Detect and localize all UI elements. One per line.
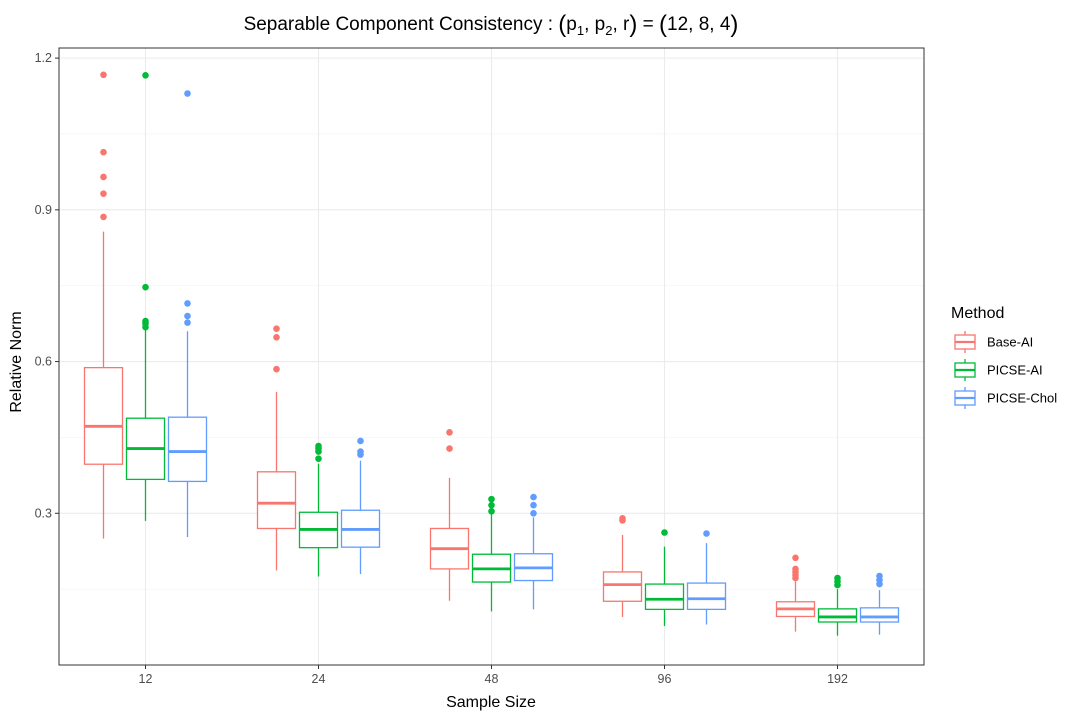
legend-title: Method <box>951 305 1004 322</box>
outlier-point <box>100 213 107 221</box>
outlier-point <box>315 442 322 450</box>
title-paren-open: ( <box>558 11 566 38</box>
box-picse-chol-12 <box>167 90 208 538</box>
outlier-point <box>530 501 537 509</box>
x-tick-label: 12 <box>139 672 153 686</box>
outlier-point <box>273 333 280 341</box>
legend: Method Base-AI PICSE-AI PICSE-Chol <box>951 305 1057 409</box>
outlier-point <box>273 365 280 373</box>
outlier-point <box>184 312 191 320</box>
box-picse-chol-24 <box>340 437 381 574</box>
y-tick-label: 0.9 <box>35 203 52 217</box>
outlier-point <box>530 493 537 501</box>
box-picse-chol-48 <box>513 493 554 610</box>
outlier-point <box>488 495 495 503</box>
legend-item-picse-chol: PICSE-Chol <box>954 387 1057 409</box>
box-picse-ai-96 <box>644 529 685 627</box>
box-iqr <box>859 607 900 623</box>
outlier-point <box>876 572 883 580</box>
outlier-point <box>792 565 799 573</box>
legend-label: PICSE-AI <box>987 363 1043 378</box>
box-picse-ai-192 <box>817 574 858 636</box>
outlier-point <box>100 190 107 197</box>
box-iqr <box>644 583 685 611</box>
box-iqr <box>686 582 727 611</box>
outlier-point <box>184 300 191 307</box>
box-base-ai-192 <box>775 554 816 632</box>
outlier-point <box>792 554 799 562</box>
box-picse-ai-12 <box>125 72 166 521</box>
legend-item-picse-ai: PICSE-AI <box>954 359 1043 381</box>
outlier-point <box>357 437 364 445</box>
box-iqr <box>83 366 124 465</box>
outlier-point <box>184 319 191 326</box>
outlier-point <box>100 173 107 181</box>
box-iqr <box>602 571 643 602</box>
axes: 0.3 0.6 0.9 1.2 12 24 48 96 192 <box>35 51 848 686</box>
outlier-point <box>315 455 322 462</box>
outlier-point <box>488 501 495 509</box>
box-picse-ai-24 <box>298 442 339 577</box>
outlier-point <box>488 507 495 515</box>
outlier-point <box>142 317 149 325</box>
outlier-point <box>530 509 537 517</box>
box-picse-ai-48 <box>471 495 512 612</box>
y-tick-label: 0.6 <box>35 355 52 369</box>
title-paren-close: ) <box>629 11 637 38</box>
box-iqr <box>167 416 208 483</box>
outlier-point <box>703 530 710 537</box>
boxes <box>83 71 900 636</box>
x-tick-label: 24 <box>312 672 326 686</box>
x-tick-label: 192 <box>827 672 848 686</box>
outlier-point <box>619 515 626 522</box>
outlier-point <box>100 148 107 156</box>
x-axis-title: Sample Size <box>446 694 536 711</box>
box-base-ai-12 <box>83 71 124 539</box>
box-picse-chol-192 <box>859 572 900 635</box>
x-tick-label: 48 <box>485 672 499 686</box>
outlier-point <box>446 429 453 436</box>
outlier-point <box>100 71 107 79</box>
outlier-point <box>661 529 668 536</box>
legend-label: Base-AI <box>987 335 1033 350</box>
box-base-ai-48 <box>429 429 470 601</box>
legend-label: PICSE-Chol <box>987 391 1057 406</box>
outlier-point <box>357 448 364 455</box>
outlier-point <box>273 325 280 332</box>
y-axis-title: Relative Norm <box>8 311 25 412</box>
outlier-point <box>184 90 191 97</box>
outlier-point <box>142 283 149 291</box>
y-tick-label: 1.2 <box>35 51 52 65</box>
outlier-point <box>446 445 453 452</box>
outlier-point <box>142 72 149 79</box>
outlier-point <box>834 574 841 582</box>
box-base-ai-24 <box>256 325 297 571</box>
chart-title: Separable Component Consistency : (p1, p… <box>244 11 739 38</box>
legend-item-base-ai: Base-AI <box>954 331 1033 353</box>
box-base-ai-96 <box>602 515 643 617</box>
box-iqr <box>256 471 297 530</box>
x-tick-label: 96 <box>658 672 672 686</box>
box-iqr <box>817 608 858 623</box>
y-tick-label: 0.3 <box>35 506 52 520</box>
box-picse-chol-96 <box>686 530 727 625</box>
